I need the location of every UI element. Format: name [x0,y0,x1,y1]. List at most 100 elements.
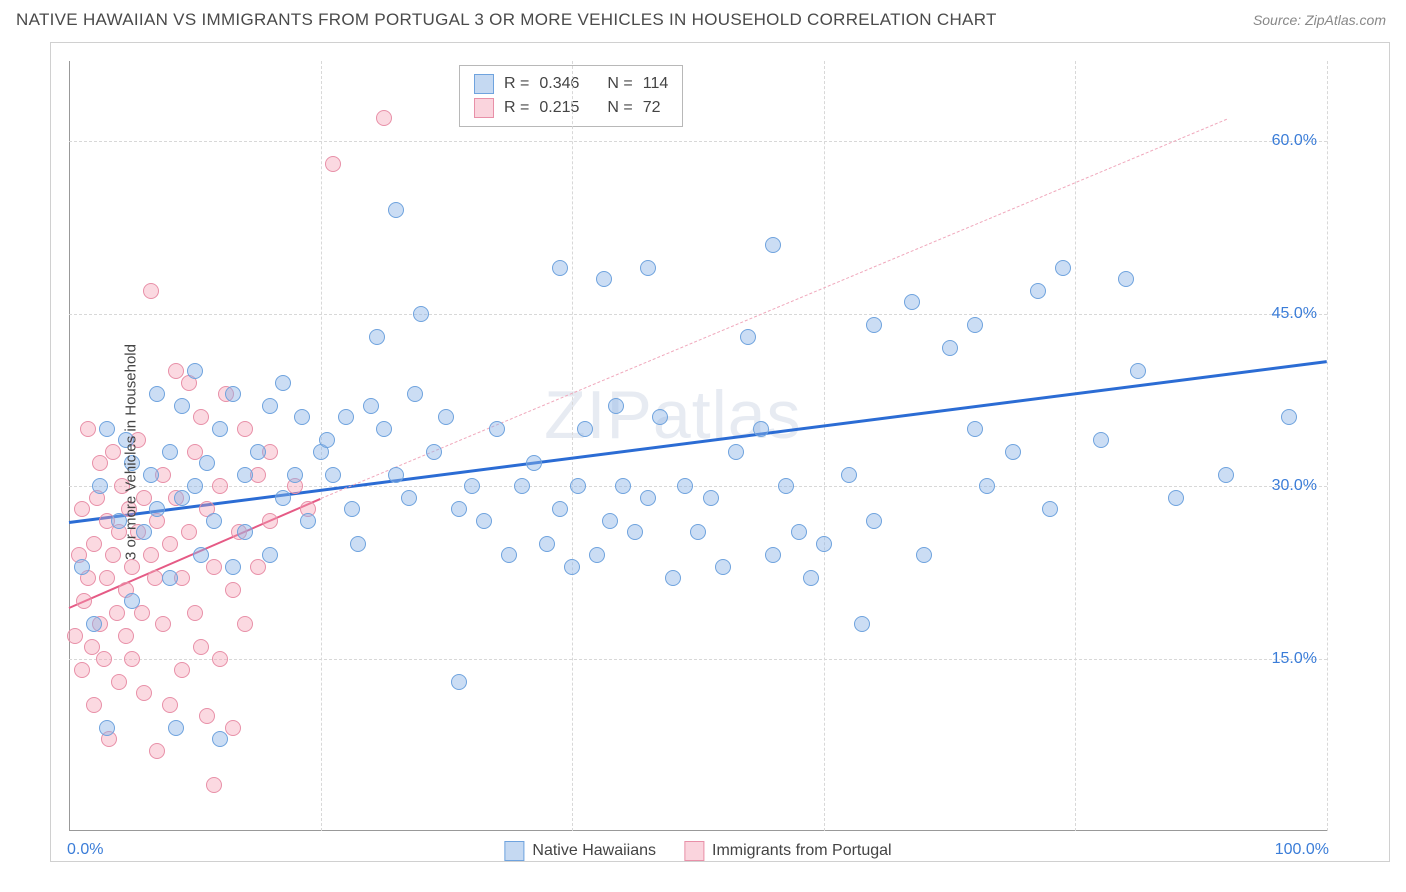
scatter-point-pink [80,421,96,437]
scatter-point-blue [979,478,995,494]
scatter-point-pink [109,605,125,621]
scatter-point-blue [514,478,530,494]
scatter-point-pink [181,524,197,540]
scatter-point-blue [526,455,542,471]
scatter-point-blue [816,536,832,552]
scatter-point-blue [438,409,454,425]
n-value: 114 [643,75,669,93]
scatter-point-blue [86,616,102,632]
scatter-point-blue [143,467,159,483]
scatter-point-blue [350,536,366,552]
n-value: 72 [643,99,661,117]
scatter-point-blue [765,547,781,563]
scatter-point-blue [225,386,241,402]
scatter-point-pink [118,628,134,644]
scatter-point-blue [193,547,209,563]
scatter-point-blue [369,329,385,345]
scatter-point-blue [866,317,882,333]
series-legend: Native Hawaiians Immigrants from Portuga… [504,841,891,861]
scatter-point-pink [105,444,121,460]
scatter-point-blue [212,421,228,437]
scatter-point-pink [206,559,222,575]
scatter-point-pink [155,616,171,632]
scatter-point-blue [589,547,605,563]
legend-item-blue: Native Hawaiians [504,841,656,861]
scatter-point-pink [143,547,159,563]
scatter-point-blue [319,432,335,448]
scatter-point-blue [552,501,568,517]
scatter-point-pink [262,513,278,529]
scatter-point-blue [1130,363,1146,379]
legend-row-blue: R = 0.346 N = 114 [474,72,668,96]
scatter-point-blue [640,260,656,276]
scatter-point-pink [162,697,178,713]
y-axis-line [69,61,70,831]
scatter-point-pink [147,570,163,586]
y-tick-label: 60.0% [1272,132,1317,150]
scatter-point-pink [74,501,90,517]
scatter-point-blue [300,513,316,529]
scatter-point-blue [1055,260,1071,276]
scatter-point-pink [76,593,92,609]
legend-item-pink: Immigrants from Portugal [684,841,892,861]
scatter-point-blue [577,421,593,437]
scatter-point-blue [287,467,303,483]
scatter-point-blue [275,375,291,391]
y-tick-label: 15.0% [1272,650,1317,668]
y-tick-label: 30.0% [1272,477,1317,495]
chart-header: NATIVE HAWAIIAN VS IMMIGRANTS FROM PORTU… [0,0,1406,36]
gridline-h [69,659,1327,660]
scatter-point-blue [967,317,983,333]
scatter-point-blue [615,478,631,494]
scatter-point-blue [344,501,360,517]
scatter-point-blue [753,421,769,437]
scatter-point-pink [199,708,215,724]
gridline-v [824,61,825,831]
trendline-blue [69,360,1327,524]
scatter-point-pink [74,662,90,678]
gridline-h [69,486,1327,487]
scatter-point-blue [426,444,442,460]
scatter-point-blue [564,559,580,575]
scatter-point-blue [854,616,870,632]
scatter-point-blue [501,547,517,563]
scatter-point-blue [552,260,568,276]
scatter-point-blue [250,444,266,460]
scatter-point-blue [570,478,586,494]
trendline-pink-extrapolated [320,118,1226,498]
chart-container: ZIPatlas R = 0.346 N = 114 R = 0.215 N =… [50,42,1390,862]
y-axis-title: 3 or more Vehicles in Household [122,344,139,560]
scatter-point-blue [149,386,165,402]
scatter-point-blue [690,524,706,540]
scatter-point-blue [740,329,756,345]
scatter-point-blue [602,513,618,529]
r-label: R = [504,99,529,117]
scatter-point-pink [187,605,203,621]
scatter-point-blue [262,398,278,414]
y-tick-label: 45.0% [1272,305,1317,323]
scatter-point-pink [143,283,159,299]
scatter-point-blue [388,202,404,218]
scatter-point-pink [99,570,115,586]
scatter-point-pink [225,720,241,736]
scatter-point-blue [376,421,392,437]
scatter-point-pink [136,685,152,701]
scatter-point-pink [174,662,190,678]
legend-label: Immigrants from Portugal [712,842,892,860]
scatter-point-pink [149,743,165,759]
scatter-point-blue [652,409,668,425]
scatter-point-blue [803,570,819,586]
scatter-point-blue [92,478,108,494]
r-value: 0.215 [539,99,579,117]
scatter-point-blue [174,398,190,414]
scatter-point-blue [464,478,480,494]
scatter-point-pink [124,559,140,575]
swatch-pink-icon [684,841,704,861]
scatter-point-blue [451,674,467,690]
legend-label: Native Hawaiians [532,842,656,860]
scatter-point-blue [187,478,203,494]
scatter-point-blue [640,490,656,506]
scatter-point-blue [608,398,624,414]
scatter-point-blue [212,731,228,747]
scatter-point-pink [250,559,266,575]
